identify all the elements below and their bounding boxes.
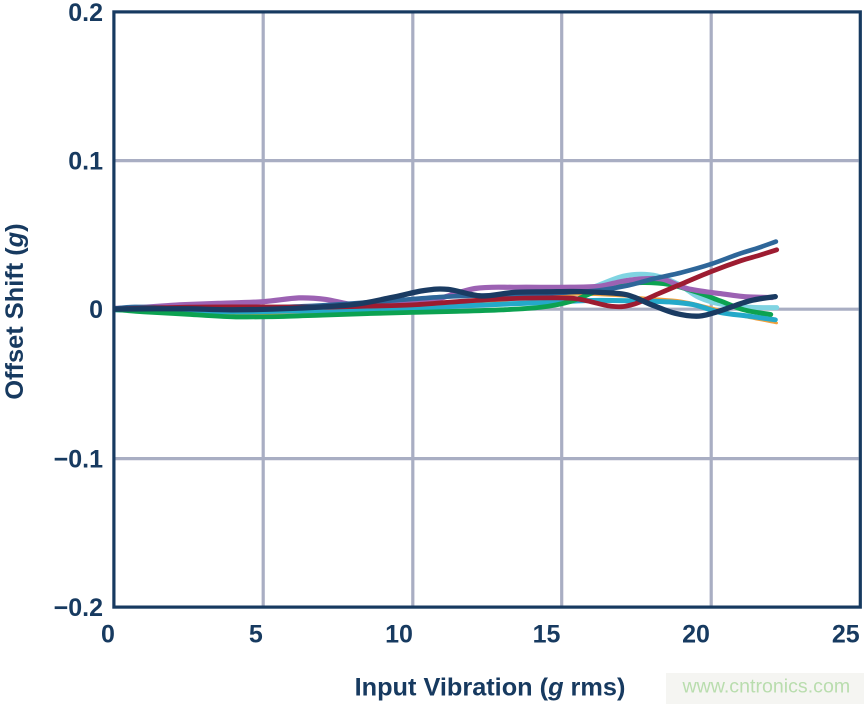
svg-text:−0.1: −0.1 xyxy=(54,445,103,473)
svg-text:5: 5 xyxy=(249,621,263,649)
svg-text:25: 25 xyxy=(832,621,860,649)
svg-text:0.1: 0.1 xyxy=(68,148,103,176)
svg-text:−0.2: −0.2 xyxy=(54,594,103,622)
svg-text:15: 15 xyxy=(533,621,561,649)
svg-text:0: 0 xyxy=(101,621,115,649)
svg-text:10: 10 xyxy=(385,621,413,649)
svg-text:0.2: 0.2 xyxy=(68,0,103,27)
svg-text:0: 0 xyxy=(89,296,103,324)
svg-text:Offset Shift (g): Offset Shift (g) xyxy=(1,223,29,399)
svg-text:www.cntronics.com: www.cntronics.com xyxy=(682,676,851,698)
svg-text:20: 20 xyxy=(682,621,710,649)
svg-text:Input Vibration (g rms): Input Vibration (g rms) xyxy=(355,674,626,702)
